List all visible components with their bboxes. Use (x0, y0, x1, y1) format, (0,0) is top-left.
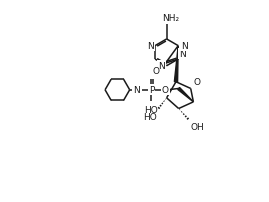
Text: NH₂: NH₂ (162, 14, 179, 23)
Text: N: N (134, 86, 141, 95)
Text: HO: HO (143, 112, 157, 121)
Text: P: P (149, 86, 154, 95)
Text: N: N (133, 85, 140, 94)
Text: N: N (147, 42, 154, 51)
Polygon shape (174, 46, 178, 82)
Text: N: N (181, 42, 188, 51)
Polygon shape (178, 88, 193, 102)
Text: O: O (152, 67, 159, 76)
Text: N: N (158, 62, 165, 71)
Text: O: O (162, 86, 169, 95)
Text: HO: HO (144, 105, 158, 114)
Text: OH: OH (190, 123, 204, 132)
Text: O: O (193, 78, 200, 87)
Text: N: N (179, 50, 186, 59)
